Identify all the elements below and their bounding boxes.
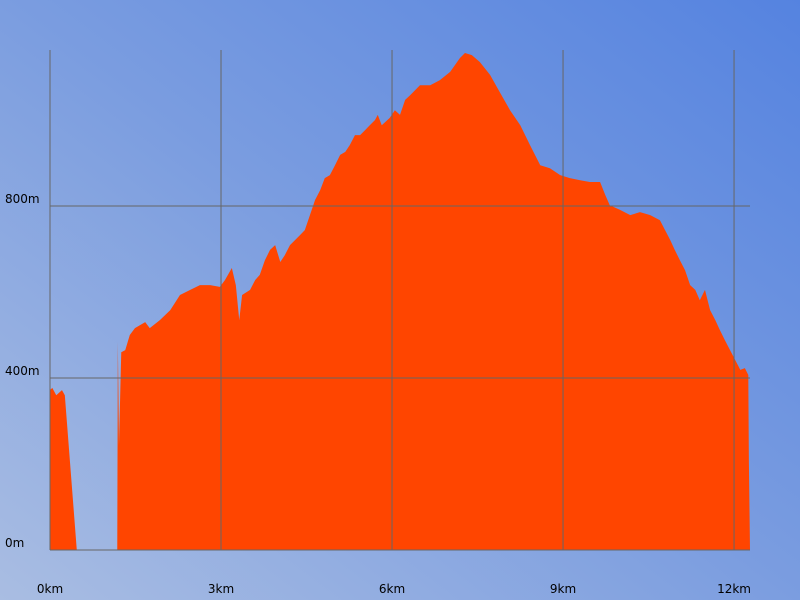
x-tick-label: 6km (379, 582, 405, 596)
y-tick-label: 400m (5, 364, 40, 378)
elevation-area (50, 53, 750, 550)
x-tick-label: 9km (550, 582, 576, 596)
y-tick-label: 800m (5, 192, 40, 206)
x-tick-label: 3km (208, 582, 234, 596)
y-tick-label: 0m (5, 536, 24, 550)
x-tick-label: 0km (37, 582, 63, 596)
x-tick-label: 12km (717, 582, 751, 596)
